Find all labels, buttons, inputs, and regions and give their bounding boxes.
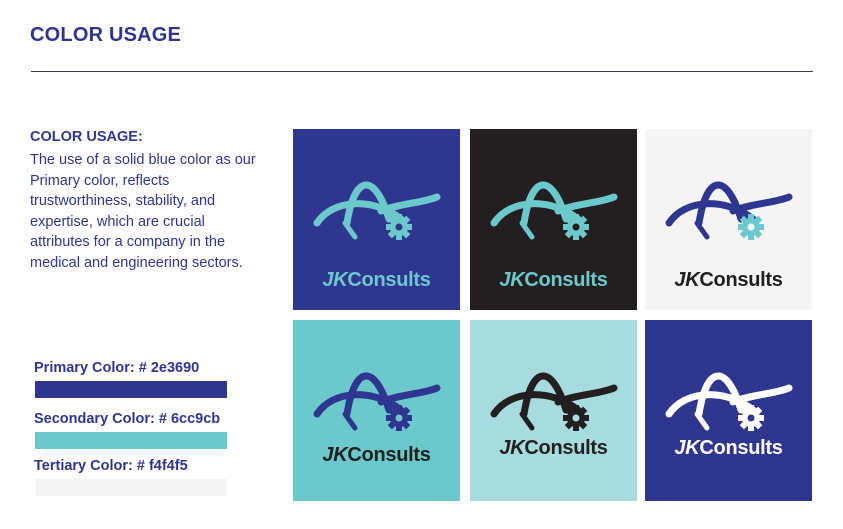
logo-mark-icon: [665, 372, 793, 431]
logo-wordmark: JKConsults: [645, 269, 812, 292]
primary-color-label: Primary Color: # 2e3690: [34, 360, 200, 376]
logo-wordmark: JKConsults: [470, 437, 637, 460]
logo-wordmark-prefix: JK: [499, 269, 525, 291]
logo-wordmark-suffix: Consults: [524, 269, 608, 291]
usage-heading: COLOR USAGE:: [30, 129, 143, 145]
logo-tile-2: JKConsults: [470, 129, 637, 310]
logo-tile-4: JKConsults: [293, 320, 460, 501]
primary-color-swatch: [35, 381, 227, 398]
logo-wordmark-suffix: Consults: [699, 269, 783, 291]
tertiary-color-swatch: [35, 479, 227, 496]
logo-mark-icon: [313, 181, 441, 240]
logo-wordmark-suffix: Consults: [524, 437, 608, 459]
logo-wordmark: JKConsults: [293, 444, 460, 467]
logo-wordmark-suffix: Consults: [347, 269, 431, 291]
logo-wordmark-prefix: JK: [674, 437, 700, 459]
logo-wordmark-prefix: JK: [322, 269, 348, 291]
title-divider: [31, 71, 813, 72]
logo-wordmark-suffix: Consults: [699, 437, 783, 459]
logo-mark-icon: [490, 372, 618, 431]
logo-tile-3: JKConsults: [645, 129, 812, 310]
logo-wordmark: JKConsults: [645, 437, 812, 460]
logo-wordmark-prefix: JK: [674, 269, 700, 291]
logo-mark-icon: [490, 181, 618, 240]
logo-tile-6: JKConsults: [645, 320, 812, 501]
logo-mark-icon: [313, 372, 441, 431]
tertiary-color-label: Tertiary Color: # f4f4f5: [34, 458, 188, 474]
secondary-color-swatch: [35, 432, 227, 449]
logo-wordmark: JKConsults: [293, 269, 460, 292]
logo-wordmark-suffix: Consults: [347, 444, 431, 466]
page-title: COLOR USAGE: [30, 24, 182, 46]
logo-wordmark-prefix: JK: [322, 444, 348, 466]
logo-tile-5: JKConsults: [470, 320, 637, 501]
secondary-color-label: Secondary Color: # 6cc9cb: [34, 411, 221, 427]
logo-wordmark-prefix: JK: [499, 437, 525, 459]
logo-mark-icon: [665, 181, 793, 240]
usage-body: The use of a solid blue color as our Pri…: [30, 152, 256, 271]
logo-tile-1: JKConsults: [293, 129, 460, 310]
logo-wordmark: JKConsults: [470, 269, 637, 292]
